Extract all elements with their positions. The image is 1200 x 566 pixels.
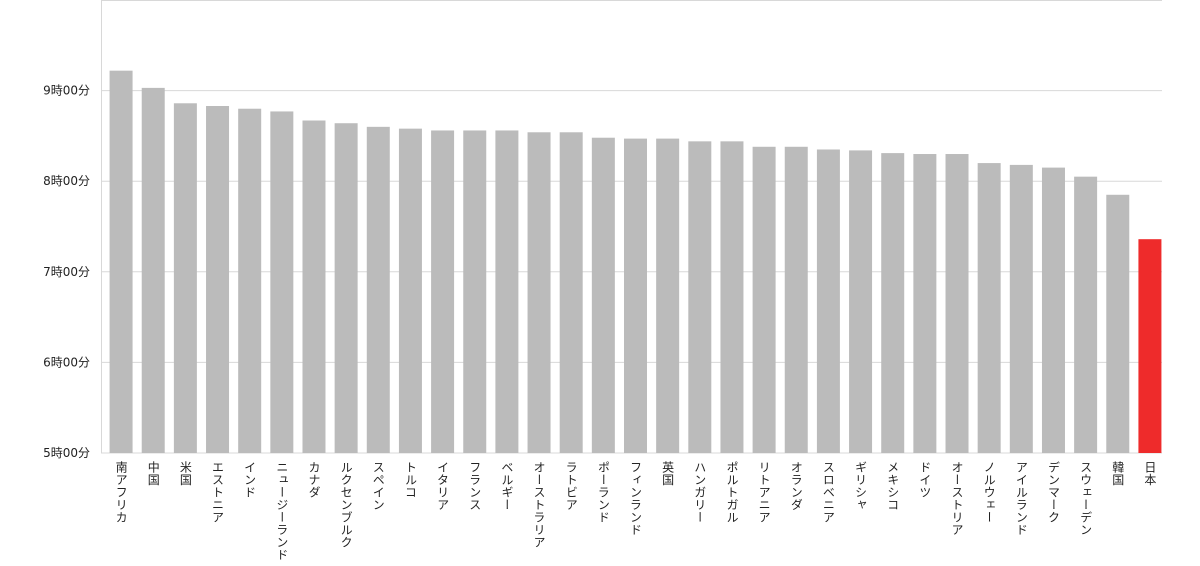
bar — [752, 146, 776, 453]
bar — [945, 154, 969, 453]
x-tick-label: ベルギー — [500, 461, 514, 511]
x-tick-label: スペイン — [371, 461, 385, 511]
x-tick-label: カナダ — [307, 461, 321, 499]
x-tick-label: 米国 — [178, 461, 192, 486]
bar — [881, 153, 905, 453]
bar — [1009, 164, 1033, 453]
bar — [109, 70, 133, 453]
x-tick-label: リトアニア — [757, 461, 771, 524]
bar — [624, 138, 647, 454]
bar — [656, 138, 680, 454]
x-tick-label: スウェーデン — [1079, 461, 1093, 536]
bar — [816, 149, 840, 454]
x-tick-label: 韓国 — [1111, 461, 1125, 486]
x-tick-label: ポーランド — [596, 461, 610, 524]
bar — [495, 130, 519, 454]
x-tick-label: ドイツ — [918, 461, 932, 499]
bar — [1074, 176, 1098, 454]
bar — [238, 108, 262, 453]
bar — [206, 106, 230, 453]
x-tick-label: ポルトガル — [725, 461, 739, 524]
bar — [720, 141, 744, 453]
x-tick-label: インド — [243, 461, 257, 499]
x-tick-label: 南アフリカ — [114, 460, 128, 524]
x-tick-label: スロベニア — [821, 461, 835, 524]
y-tick-label: 5時00分 — [43, 446, 90, 460]
bar — [270, 111, 294, 454]
x-tick-label: デンマーク — [1046, 461, 1060, 524]
bar — [688, 141, 712, 453]
y-tick-label: 6時00分 — [43, 355, 90, 369]
x-tick-label: フランス — [468, 461, 482, 511]
bar — [1041, 167, 1065, 454]
bar — [849, 150, 873, 453]
bar — [1106, 194, 1130, 454]
x-tick-label: オーストリア — [950, 461, 964, 536]
bar — [366, 126, 390, 453]
y-tick-label: 7時00分 — [43, 265, 90, 279]
y-tick-label: 8時00分 — [43, 174, 90, 188]
x-tick-label: ハンガリー — [693, 461, 707, 524]
bar — [141, 87, 165, 453]
bar — [463, 130, 487, 454]
x-tick-label: オーストラリア — [532, 461, 546, 549]
x-tick-label: フィンランド — [629, 461, 643, 536]
x-tick-label: 日本 — [1143, 461, 1157, 486]
x-tick-label: アイルランド — [1014, 461, 1028, 536]
bar — [1138, 239, 1162, 453]
bar — [173, 103, 197, 453]
x-tick-label: トルコ — [403, 461, 417, 499]
x-tick-label: ラトビア — [564, 461, 578, 511]
x-tick-label: ノルウェー — [982, 461, 996, 524]
x-tick-label: 中国 — [146, 460, 160, 486]
y-tick-label: 9時00分 — [43, 84, 90, 98]
x-tick-label: ニュージーランド — [275, 461, 289, 561]
bar — [398, 128, 422, 454]
bar — [559, 132, 583, 453]
x-tick-label: イタリア — [436, 461, 450, 511]
bar — [913, 154, 937, 453]
bar — [784, 146, 808, 453]
bar — [527, 132, 551, 453]
bar — [431, 130, 455, 454]
x-tick-label: 英国 — [661, 461, 675, 486]
x-tick-label: メキシコ — [886, 461, 900, 511]
x-tick-label: ギリシャ — [854, 461, 868, 511]
x-tick-label: オランダ — [789, 461, 803, 511]
x-tick-label: エストニア — [211, 461, 225, 524]
bar — [977, 163, 1001, 453]
bar — [591, 137, 615, 453]
bar — [334, 123, 358, 453]
bar — [302, 120, 326, 454]
x-tick-label: ルクセンブルク — [339, 461, 353, 549]
